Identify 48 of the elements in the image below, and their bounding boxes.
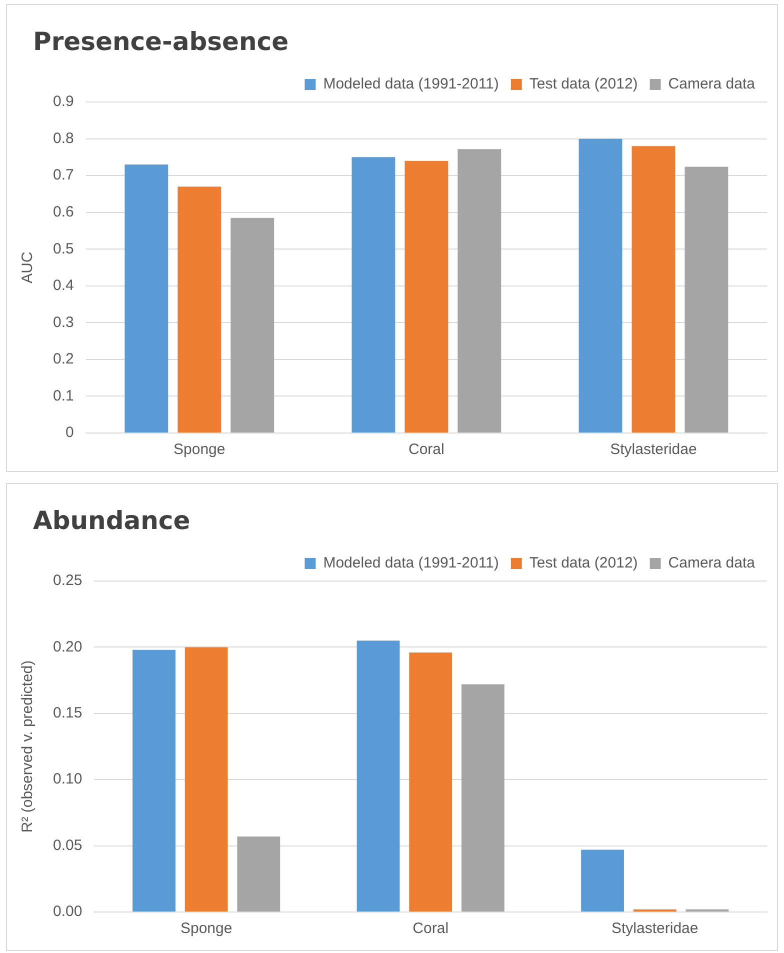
bar [178, 186, 222, 432]
legend-label: Camera data [668, 76, 756, 93]
legend-label: Test data (2012) [529, 76, 638, 93]
bar [124, 164, 168, 432]
legend-label: Modeled data (1991-2011) [323, 76, 499, 93]
bar [132, 650, 176, 912]
x-tick-label: Sponge [174, 441, 226, 458]
bar [458, 149, 502, 432]
x-tick-label: Sponge [180, 920, 232, 938]
y-tick-label: 0.4 [52, 277, 74, 294]
y-tick-label: 0.05 [52, 836, 82, 854]
y-tick-label: 0.9 [52, 93, 74, 110]
y-tick-label: 0.6 [52, 203, 74, 220]
y-tick-label: 0.8 [52, 130, 74, 147]
bar [184, 647, 228, 912]
y-tick-label: 0.3 [52, 314, 74, 331]
y-axis-title: R² (observed v. predicted) [19, 660, 36, 833]
y-tick-label: 0.20 [52, 638, 82, 656]
y-axis-title: AUC [19, 252, 36, 284]
y-tick-label: 0.15 [52, 704, 82, 722]
bar [237, 836, 280, 912]
y-tick-label: 0.00 [52, 903, 82, 920]
x-tick-label: Coral [412, 920, 449, 938]
x-tick-label: Stylasteridae [610, 441, 697, 458]
bar [409, 652, 452, 912]
chart-title: Abundance [33, 506, 190, 535]
y-tick-label: 0.25 [52, 572, 82, 590]
bar [461, 684, 504, 912]
y-tick-label: 0 [66, 424, 74, 442]
bar [230, 218, 274, 432]
bar [352, 157, 396, 432]
bar [632, 146, 676, 432]
x-tick-label: Stylasteridae [612, 920, 698, 938]
chart-title: Presence-absence [33, 27, 289, 56]
legend-label: Camera data [668, 554, 756, 572]
bar [578, 138, 622, 432]
bar [684, 166, 728, 432]
legend-label: Modeled data (1991-2011) [323, 554, 499, 572]
bar [356, 640, 400, 912]
y-tick-label: 0.10 [52, 770, 82, 788]
bar [581, 850, 624, 912]
legend-label: Test data (2012) [529, 554, 638, 572]
y-tick-label: 0.5 [52, 240, 74, 258]
bar [404, 160, 448, 432]
y-tick-label: 0.7 [52, 166, 74, 184]
y-tick-label: 0.1 [52, 387, 74, 404]
y-tick-label: 0.2 [52, 350, 74, 368]
x-tick-label: Coral [408, 441, 444, 458]
